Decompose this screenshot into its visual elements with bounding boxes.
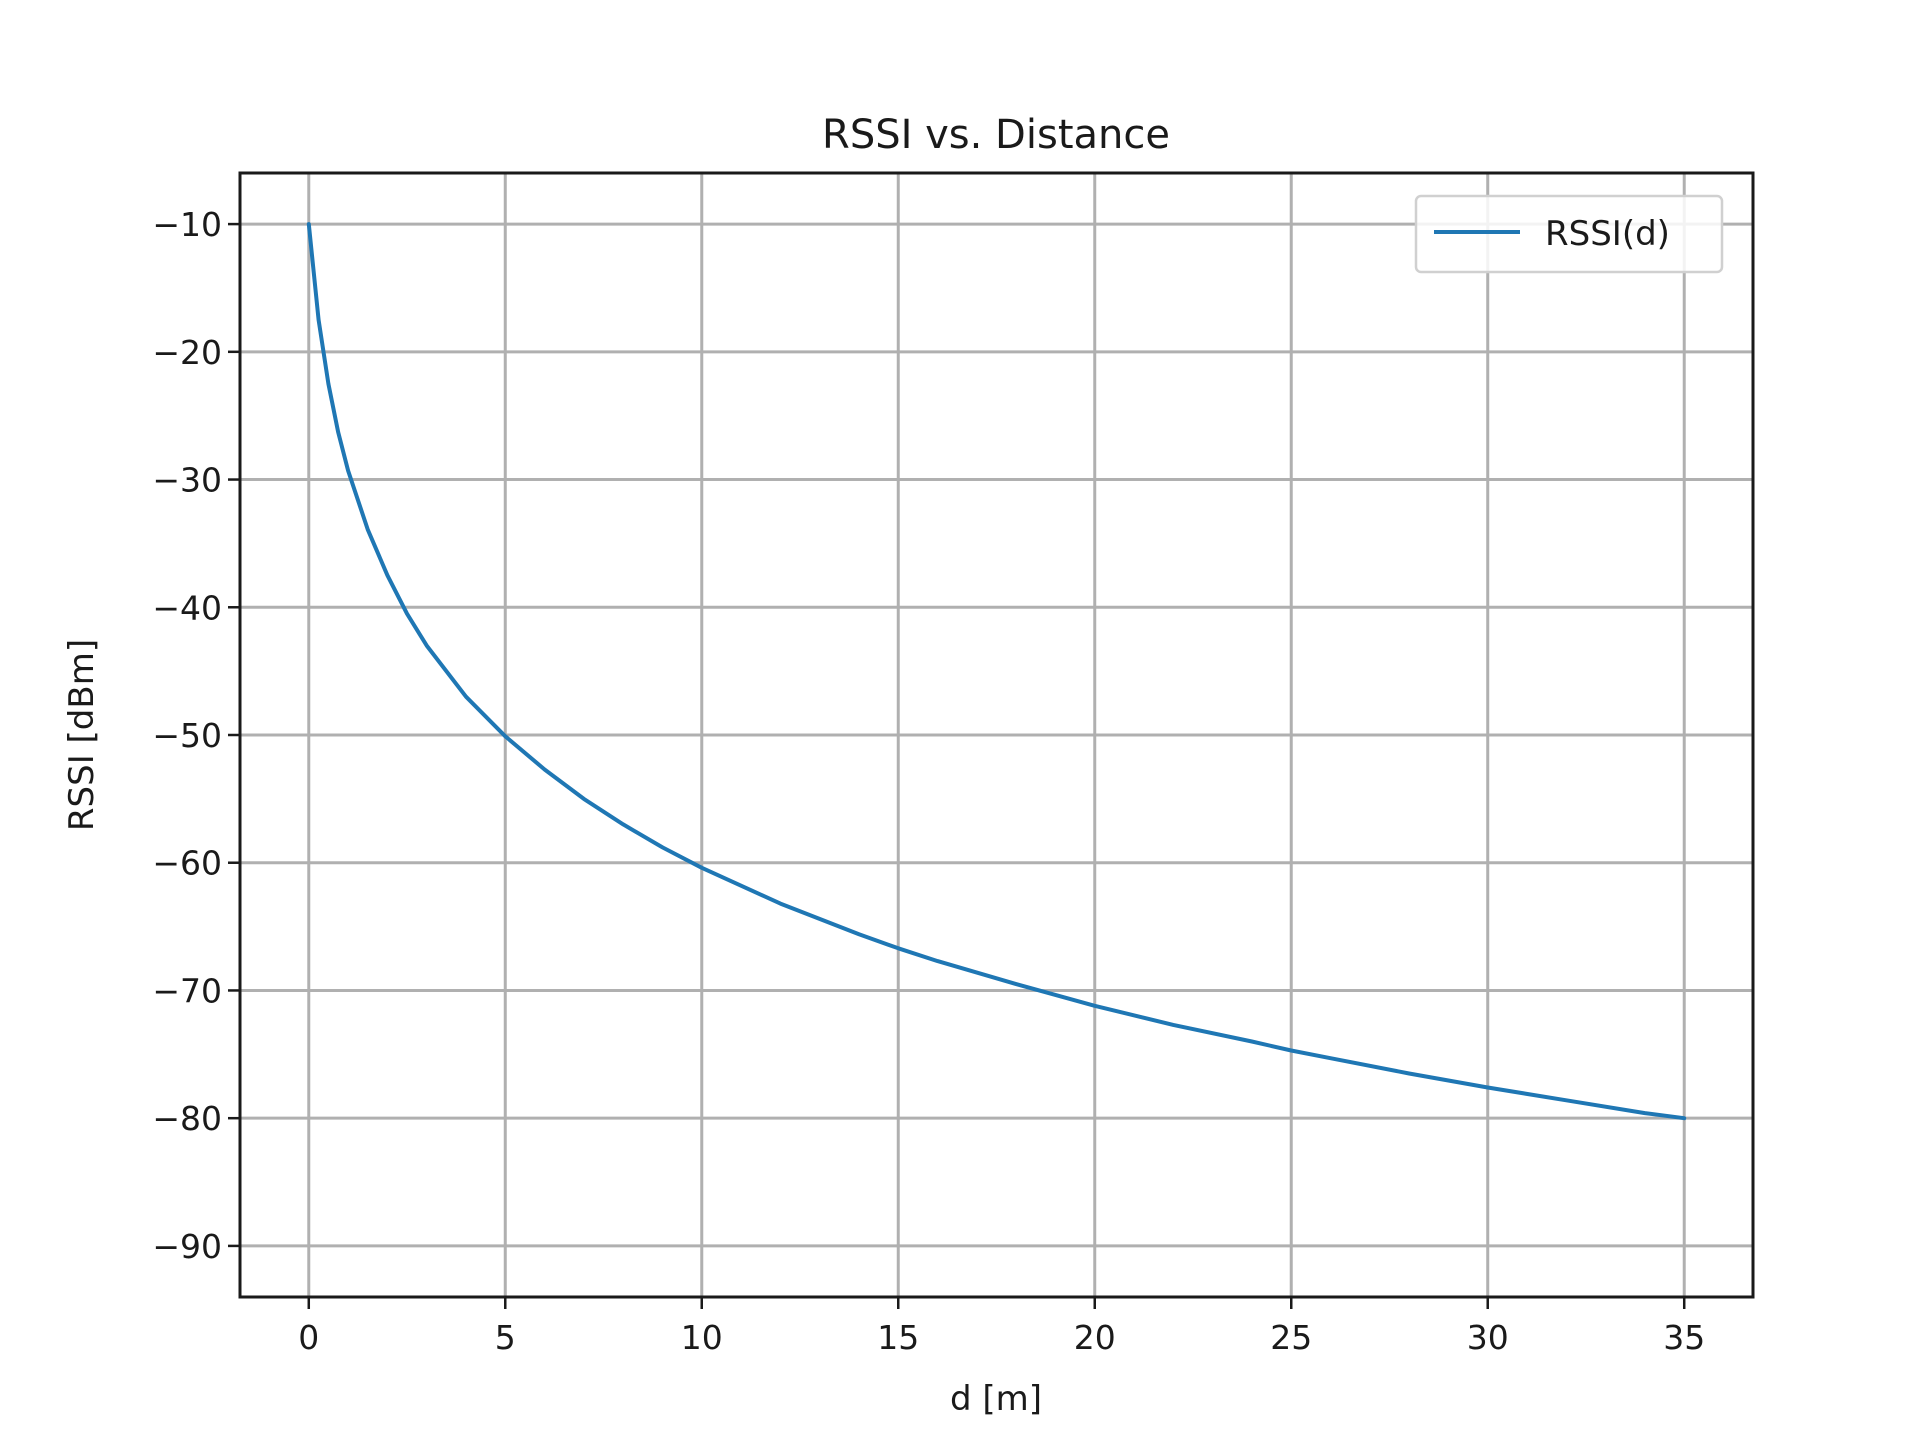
chart-title: RSSI vs. Distance — [822, 112, 1170, 158]
y-tick-label: −40 — [152, 588, 222, 627]
x-axis-label: d [m] — [950, 1379, 1042, 1419]
x-tick-label: 0 — [298, 1318, 319, 1357]
x-tick-label: 15 — [877, 1318, 919, 1357]
y-tick-label: −30 — [152, 461, 222, 500]
y-tick-label: −80 — [152, 1099, 222, 1138]
x-tick-label: 5 — [495, 1318, 516, 1357]
y-tick-label: −20 — [152, 333, 222, 372]
series-layer — [306, 222, 1687, 1121]
x-tick-label: 35 — [1663, 1318, 1705, 1357]
y-tick-label: −50 — [152, 716, 222, 755]
ticks: 0 5 10 15 20 25 30 35 −10 −20 −30 −40 −50 −60 −70 −80 −9… — [152, 205, 1705, 1357]
x-tick-label: 25 — [1270, 1318, 1312, 1357]
legend-label: RSSI(d) — [1545, 214, 1670, 254]
y-tick-label: −90 — [152, 1227, 222, 1266]
y-tick-label: −60 — [152, 844, 222, 883]
x-tick-label: 30 — [1467, 1318, 1509, 1357]
grid — [240, 173, 1753, 1297]
x-tick-label: 20 — [1074, 1318, 1116, 1357]
y-axis-label: RSSI [dBm] — [62, 639, 102, 831]
y-tick-label: −10 — [152, 205, 222, 244]
y-tick-label: −70 — [152, 971, 222, 1010]
x-tick-label: 10 — [681, 1318, 723, 1357]
legend-box — [1414, 194, 1724, 274]
series-line — [306, 222, 1687, 1121]
legend: RSSI(d) — [1414, 194, 1724, 274]
